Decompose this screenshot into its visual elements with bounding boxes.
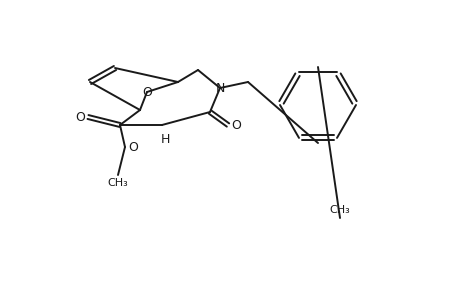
Text: N: N (215, 82, 224, 94)
Text: O: O (128, 140, 138, 154)
Text: O: O (230, 118, 241, 131)
Text: CH₃: CH₃ (107, 178, 128, 188)
Text: O: O (142, 85, 151, 98)
Text: O: O (75, 110, 85, 124)
Text: CH₃: CH₃ (329, 205, 350, 215)
Text: H: H (160, 133, 169, 146)
